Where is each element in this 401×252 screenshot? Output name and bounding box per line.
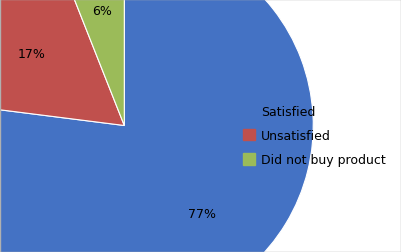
Text: 77%: 77% (188, 207, 216, 220)
Text: 6%: 6% (92, 5, 112, 18)
Wedge shape (55, 0, 124, 126)
Wedge shape (0, 0, 313, 252)
Wedge shape (0, 0, 124, 126)
Text: 17%: 17% (18, 48, 46, 61)
Legend: Satisfied, Unsatisfied, Did not buy product: Satisfied, Unsatisfied, Did not buy prod… (239, 102, 390, 170)
